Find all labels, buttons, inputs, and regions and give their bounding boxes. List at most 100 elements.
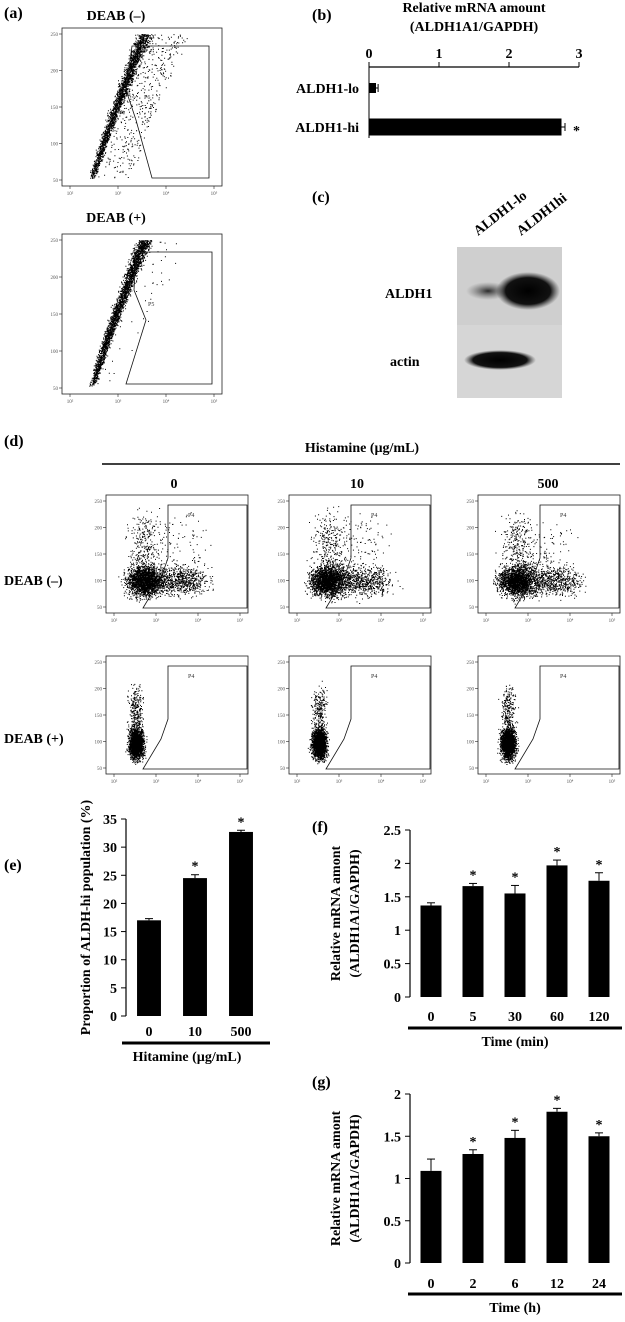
bar (504, 1137, 526, 1263)
event-dots (307, 680, 330, 765)
y-tick-label: 100 (467, 580, 475, 585)
gate (514, 665, 620, 770)
y-tick-label: 150 (51, 313, 59, 318)
gate-label: P4 (371, 674, 377, 680)
bar (546, 1111, 568, 1263)
bar (369, 118, 562, 136)
y-tick-label: 50 (53, 387, 59, 392)
bar (504, 893, 526, 997)
significance-star: * (470, 868, 477, 883)
conc-0: 0 (171, 477, 178, 492)
category-label: 0 (146, 1025, 153, 1040)
gate-label: P5 (148, 302, 154, 308)
bar (137, 920, 161, 1016)
y-tick-label: 100 (51, 143, 59, 148)
event-dots (304, 506, 404, 604)
bar (588, 880, 610, 997)
significance-star: * (512, 1115, 519, 1130)
y-tick-label: 200 (95, 527, 103, 532)
y-tick-label: 200 (278, 527, 286, 532)
bar (462, 886, 484, 997)
conc-500: 500 (538, 477, 559, 492)
x-tick-label: 10² (483, 779, 490, 785)
chart-e: 0 5 10 15 20 25 30 35 0 * 10 * 500 Hitamine (µg/mL) Pr… (79, 799, 270, 1065)
event-dots (493, 510, 587, 605)
y-tick-label: 250 (95, 661, 103, 666)
event-dots (118, 507, 214, 603)
bar (588, 1136, 610, 1263)
y-tick-label: 200 (95, 688, 103, 693)
gate (142, 665, 248, 770)
significance-star: * (573, 124, 580, 139)
panel-a-plot1-title: DEAB (–) (87, 9, 146, 24)
x-tick-label: 2 (506, 47, 513, 62)
x-tick-label: 10³ (336, 779, 343, 785)
panel-e-label: (e) (4, 857, 22, 874)
x-tick-label: 10⁴ (567, 779, 574, 785)
y-tick-label: 100 (467, 741, 475, 746)
flow-plot-deab-plus-500: 250 200 150 100 50 10² 10³ 10⁴ 10⁵ P4 (467, 655, 621, 785)
chart-g: 0 0.5 1 1.5 2 0 * 2 * 6 * 12 * 24 Time (h) Relative mRN… (329, 1088, 622, 1316)
bar (420, 905, 442, 997)
gate (125, 45, 210, 179)
flow-plot-deab-minus-500: 250 200 150 100 50 10² 10³ 10⁴ 10⁵ P4 (467, 494, 621, 624)
panel-f-label: (f) (312, 819, 328, 836)
chart-f: 0 0.5 1 1.5 2 2.5 0 * 5 * 30 * 60 * 120 Time (min) Relat… (329, 824, 622, 1050)
gate-label: P6 (144, 95, 150, 101)
significance-star: * (554, 1093, 561, 1108)
y-tick-label: 200 (51, 70, 59, 75)
y-tick-label: 10 (103, 954, 117, 969)
y-tick-label: 100 (278, 580, 286, 585)
significance-star: * (470, 1135, 477, 1150)
y-tick-label: 1.5 (384, 891, 402, 906)
y-tick-label: 150 (51, 106, 59, 111)
x-tick-label: 10³ (153, 779, 160, 785)
y-tick-label: 50 (97, 606, 103, 611)
gate (514, 504, 620, 609)
y-tick-label: 200 (51, 276, 59, 281)
bar (420, 1170, 442, 1263)
conc-10: 10 (350, 477, 364, 492)
bar (183, 878, 207, 1016)
y-tick-label: 50 (280, 606, 286, 611)
category-label: 12 (550, 1277, 564, 1292)
western-blot (457, 247, 562, 398)
y-tick-label: 1.5 (384, 1130, 402, 1145)
x-tick-label: 10⁴ (378, 618, 385, 624)
y-tick-label: 1 (394, 1173, 401, 1188)
panel-a-plot2-title: DEAB (+) (86, 211, 146, 226)
panel-a-label: (a) (4, 5, 23, 22)
category-label: 500 (231, 1025, 252, 1040)
bar (462, 1153, 484, 1263)
panel-d-label: (d) (4, 433, 24, 450)
y-tick-label: 35 (103, 813, 117, 828)
x-tick-label: 10⁵ (211, 191, 218, 197)
gate-label: P4 (188, 674, 194, 680)
y-tick-label: 50 (53, 179, 59, 184)
y-tick-label: 150 (95, 553, 103, 558)
y-tick-label: 250 (278, 661, 286, 666)
x-tick-label: 10³ (115, 399, 122, 405)
x-tick-label: 10⁴ (163, 399, 170, 405)
x-tick-label: 10³ (525, 618, 532, 624)
bar (369, 83, 376, 93)
x-tick-label: 1 (436, 47, 443, 62)
x-tick-label: 10⁵ (237, 779, 244, 785)
row-label-deab-minus: DEAB (–) (4, 574, 63, 589)
significance-star: * (192, 860, 199, 875)
x-tick-label: 10⁴ (163, 191, 170, 197)
y-axis-label: (ALDH1A1/GAPDH) (348, 849, 363, 978)
band-aldh1-hi (496, 272, 560, 310)
x-tick-label: 10⁵ (211, 399, 218, 405)
y-tick-label: 50 (280, 767, 286, 772)
event-dots (125, 683, 148, 765)
y-tick-label: 100 (278, 741, 286, 746)
significance-star: * (596, 1118, 603, 1133)
x-tick-label: 10⁵ (420, 779, 427, 785)
plot-frame (288, 494, 432, 614)
chart-b: 0 1 2 3 ALDH1-lo ALDH1-hi * (295, 47, 582, 139)
y-tick-label: 150 (467, 553, 475, 558)
flow-plot-deab-plus-0: 250 200 150 100 50 10² 10³ 10⁴ 10⁵ P4 (95, 655, 249, 785)
y-tick-label: 0.5 (384, 1215, 402, 1230)
